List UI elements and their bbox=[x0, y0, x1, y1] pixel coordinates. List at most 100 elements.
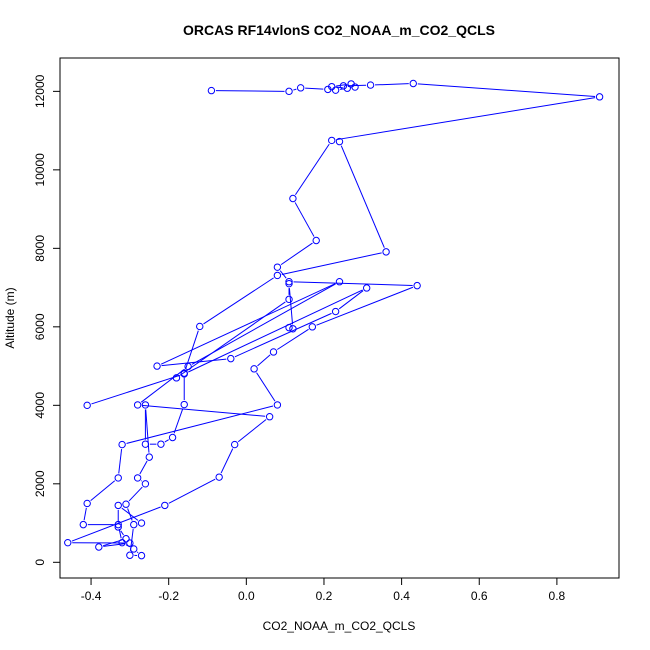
series-segment bbox=[220, 448, 234, 474]
data-point bbox=[145, 453, 153, 461]
data-point bbox=[133, 474, 142, 482]
data-point bbox=[153, 362, 161, 370]
series-segment bbox=[257, 354, 271, 367]
x-axis: -0.4 -0.2 0.0 0.2 0.4 0.6 0.8 bbox=[81, 577, 566, 603]
series-segment bbox=[293, 88, 297, 91]
series-segment bbox=[91, 374, 181, 405]
series-segment bbox=[179, 301, 286, 376]
y-axis: 0 2000 4000 6000 8000 10000 12000 bbox=[33, 74, 61, 566]
data-point bbox=[413, 281, 421, 290]
data-point bbox=[289, 325, 297, 333]
series-segment bbox=[340, 145, 385, 248]
data-point bbox=[118, 440, 126, 449]
y-tick-label: 12000 bbox=[33, 74, 47, 108]
data-point bbox=[161, 501, 169, 510]
x-axis-label: CO2_NOAA_m_CO2_QCLS bbox=[263, 619, 416, 633]
series-segment bbox=[338, 290, 364, 310]
data-point bbox=[285, 323, 293, 332]
series-segment bbox=[128, 486, 143, 502]
data-point bbox=[328, 82, 336, 91]
series-segment bbox=[375, 83, 409, 86]
series-segment bbox=[293, 281, 413, 286]
series-segment bbox=[347, 84, 367, 87]
series-segment bbox=[164, 439, 169, 443]
data-point bbox=[64, 538, 72, 547]
data-point bbox=[308, 323, 317, 331]
data-point bbox=[172, 374, 181, 382]
data-point bbox=[331, 307, 340, 316]
data-point bbox=[126, 551, 134, 559]
data-point bbox=[95, 543, 103, 551]
series-segment bbox=[118, 448, 123, 474]
data-point bbox=[273, 263, 282, 271]
y-tick-label: 4000 bbox=[33, 392, 47, 419]
x-tick-label: 0.6 bbox=[471, 589, 488, 603]
series-segment bbox=[126, 405, 274, 444]
series-segment bbox=[237, 419, 267, 443]
x-tick-label: 0.8 bbox=[549, 589, 566, 603]
data-point bbox=[196, 322, 204, 331]
data-point bbox=[409, 79, 417, 88]
data-point bbox=[114, 474, 122, 482]
x-tick-label: 0.0 bbox=[238, 589, 255, 603]
data-point bbox=[79, 520, 87, 529]
data-point bbox=[285, 279, 293, 288]
y-tick-label: 0 bbox=[33, 559, 47, 566]
data-point bbox=[180, 370, 188, 378]
data-point bbox=[83, 499, 91, 508]
data-point bbox=[269, 348, 278, 356]
series-segment bbox=[121, 507, 139, 521]
data-point bbox=[328, 136, 336, 145]
data-point bbox=[339, 82, 348, 90]
data-point bbox=[141, 440, 150, 448]
data-point bbox=[141, 480, 150, 488]
data-point bbox=[130, 520, 138, 529]
x-tick-label: -0.2 bbox=[158, 589, 179, 603]
series-segment bbox=[120, 530, 124, 536]
series-segment bbox=[295, 143, 330, 196]
series-segment bbox=[173, 408, 184, 434]
y-tick-label: 8000 bbox=[33, 235, 47, 262]
series-3 bbox=[172, 279, 297, 382]
data-point bbox=[335, 277, 344, 286]
series-segment bbox=[90, 480, 116, 501]
y-axis-label: Altitude (m) bbox=[3, 287, 17, 348]
series-segment bbox=[256, 372, 276, 402]
data-point bbox=[168, 433, 177, 442]
data-point bbox=[362, 284, 371, 292]
series-segment bbox=[215, 90, 285, 92]
series-segment bbox=[203, 277, 274, 325]
series-segment bbox=[103, 543, 126, 547]
data-point bbox=[83, 401, 91, 410]
series-segment bbox=[280, 242, 313, 266]
series-segment bbox=[136, 551, 139, 554]
data-point bbox=[114, 523, 122, 531]
data-point bbox=[137, 519, 146, 527]
data-point bbox=[285, 295, 293, 304]
data-point bbox=[296, 84, 305, 92]
series-2 bbox=[64, 277, 371, 551]
series-segment bbox=[168, 478, 216, 504]
data-point bbox=[114, 501, 122, 510]
series-segment bbox=[277, 328, 309, 350]
data-point bbox=[343, 84, 351, 92]
x-tick-label: -0.4 bbox=[81, 589, 102, 603]
series-segment bbox=[161, 358, 227, 367]
data-point bbox=[312, 236, 320, 245]
data-point bbox=[366, 81, 375, 89]
series-segment bbox=[188, 289, 363, 373]
y-tick-label: 10000 bbox=[33, 153, 47, 187]
series-segment bbox=[336, 97, 596, 141]
x-tick-label: 0.4 bbox=[393, 589, 410, 603]
series-layer bbox=[64, 79, 604, 560]
data-point bbox=[335, 137, 344, 146]
x-tick-label: 0.2 bbox=[316, 589, 333, 603]
series-segment bbox=[83, 507, 87, 521]
data-point bbox=[207, 86, 216, 95]
y-tick-label: 6000 bbox=[33, 313, 47, 340]
data-point bbox=[273, 401, 282, 409]
series-segment bbox=[160, 283, 336, 365]
data-point bbox=[133, 401, 142, 409]
